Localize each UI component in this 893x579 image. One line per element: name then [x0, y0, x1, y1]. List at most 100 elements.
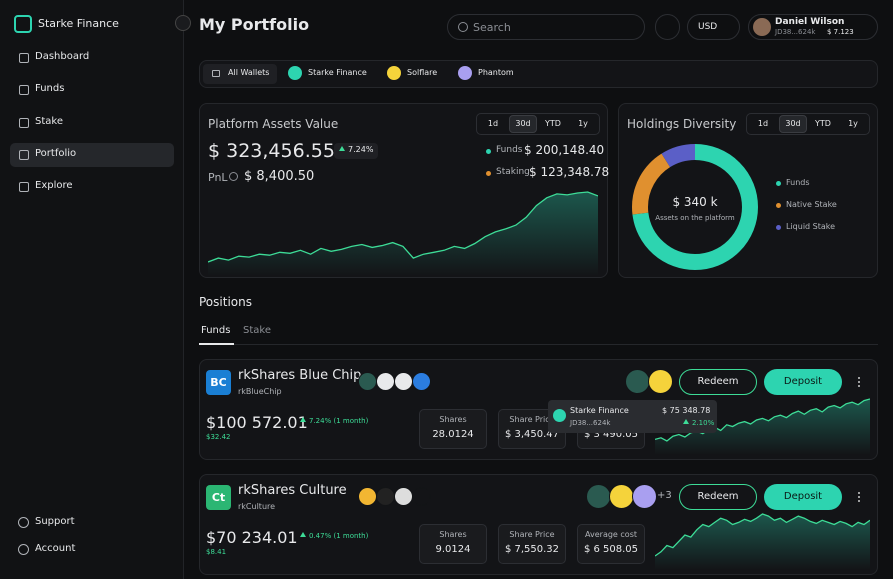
pnl-info	[229, 172, 238, 181]
nav-icon	[19, 118, 29, 128]
position-tab[interactable]: Stake	[243, 325, 271, 336]
card-title: Holdings Diversity	[627, 117, 737, 131]
period-active	[509, 115, 537, 133]
period-option[interactable]: 1d	[757, 119, 769, 128]
redeem-button[interactable]: Redeem	[679, 484, 757, 510]
deposit-button[interactable]: Deposit	[764, 484, 842, 510]
fund-change-abs: $8.41	[206, 548, 227, 556]
wallet-tab[interactable]: Solflare	[407, 68, 438, 77]
period-active	[779, 115, 807, 133]
user-menu[interactable]: Daniel Wilson JD38...624k $ 7.123	[748, 14, 878, 40]
menu-dot	[858, 385, 860, 387]
wallet-tab[interactable]: Starke Finance	[308, 68, 367, 77]
legend-dot	[486, 149, 491, 154]
menu-dot	[858, 500, 860, 502]
donut-segment	[632, 144, 758, 270]
currency-select[interactable]: USD	[687, 14, 740, 40]
legend-name: Native Stake	[786, 200, 837, 209]
legend-dot	[486, 171, 491, 176]
stat-label: Shares	[439, 415, 467, 424]
tooltip-value: $ 75 348.78	[662, 406, 711, 415]
change-text: 7.24%	[348, 145, 374, 154]
fund-ticker: rkCulture	[238, 502, 276, 511]
wallet-tab[interactable]: All Wallets	[228, 68, 270, 77]
nav-item[interactable]: Dashboard	[35, 51, 90, 62]
tab-underline	[199, 343, 234, 345]
tooltip-wallet: JD38...624k	[570, 419, 611, 427]
footer-item[interactable]: Support	[35, 516, 75, 527]
avatar	[753, 18, 771, 36]
donut-center-value: $ 340 k	[672, 195, 718, 209]
collapse-button[interactable]	[175, 15, 191, 31]
search-box[interactable]: Search	[447, 14, 645, 40]
nav-icon	[18, 544, 29, 555]
user-name: Daniel Wilson	[775, 17, 845, 27]
fund-ticker: rkBlueChip	[238, 387, 282, 396]
period-option[interactable]: YTD	[815, 119, 831, 128]
redeem-button[interactable]: Redeem	[679, 369, 757, 395]
theme-toggle[interactable]	[655, 14, 680, 40]
wallet-tab[interactable]: Phantom	[478, 68, 514, 77]
user-balance: $ 7.123	[827, 28, 854, 36]
period-option[interactable]: 30d	[515, 119, 531, 128]
period-option[interactable]: 1d	[487, 119, 499, 128]
change-text: 0.47% (1 month)	[309, 532, 369, 540]
sparkline	[208, 191, 598, 276]
tooltip-name: Starke Finance	[570, 406, 629, 415]
wallet-icon	[212, 70, 220, 77]
fund-name: rkShares Blue Chip	[238, 368, 362, 383]
change-text: 2.10%	[692, 419, 715, 427]
tabs-divider	[199, 344, 878, 345]
asset-icon	[412, 372, 431, 391]
position-tab[interactable]: Funds	[201, 325, 231, 336]
period-option[interactable]: 1y	[578, 119, 588, 128]
tooltip-change: 2.10%	[683, 419, 714, 427]
currency: USD	[698, 22, 718, 32]
footer-item[interactable]: Account	[35, 543, 76, 554]
stat-label: Shares	[439, 530, 467, 539]
menu-dot	[858, 496, 860, 498]
legend-name: Funds	[496, 145, 523, 155]
stat-box	[577, 524, 645, 564]
asset-icon	[394, 487, 413, 506]
sidebar	[0, 0, 184, 579]
nav-item[interactable]: Portfolio	[35, 148, 77, 159]
asset-icon	[358, 487, 377, 506]
nav-icon	[18, 517, 29, 528]
legend-value: $ 123,348.78	[529, 165, 610, 179]
nav-item[interactable]: Stake	[35, 116, 63, 127]
wallet-tab-active[interactable]	[203, 64, 277, 84]
asset-icon	[376, 372, 395, 391]
period-option[interactable]: YTD	[545, 119, 561, 128]
sparkline-area	[655, 399, 870, 455]
wallet-icon	[288, 66, 302, 80]
stat-value: $ 3,450.47	[504, 429, 560, 440]
asset-icon	[376, 487, 395, 506]
legend-name: Liquid Stake	[786, 222, 836, 231]
pnl-value: $ 8,400.50	[244, 169, 315, 184]
nav-item[interactable]: Funds	[35, 83, 65, 94]
donut-segment	[632, 144, 758, 270]
stat-label: Average cost	[585, 530, 637, 539]
menu-dot[interactable]	[858, 492, 860, 494]
wallet-badge	[648, 369, 673, 394]
positions-title: Positions	[199, 295, 252, 309]
deposit-button[interactable]: Deposit	[764, 369, 842, 395]
nav-icon	[19, 150, 29, 160]
menu-dot[interactable]	[858, 377, 860, 379]
nav-item[interactable]: Explore	[35, 180, 73, 191]
change-text: 7.24% (1 month)	[309, 417, 369, 425]
card-title: Platform Assets Value	[208, 117, 339, 131]
stat-value: $ 6 508.05	[583, 544, 639, 555]
legend-name: Staking	[496, 167, 530, 177]
period-group	[746, 113, 870, 135]
nav-active-bg	[10, 143, 174, 167]
period-option[interactable]: 1y	[848, 119, 858, 128]
sparkline	[655, 513, 870, 570]
fund-icon: BC	[206, 370, 231, 395]
fund-change-abs: $32.42	[206, 433, 231, 441]
period-option[interactable]: 30d	[785, 119, 801, 128]
brand-name: Starke Finance	[38, 17, 119, 30]
stat-value: $ 3 490.05	[583, 429, 639, 440]
